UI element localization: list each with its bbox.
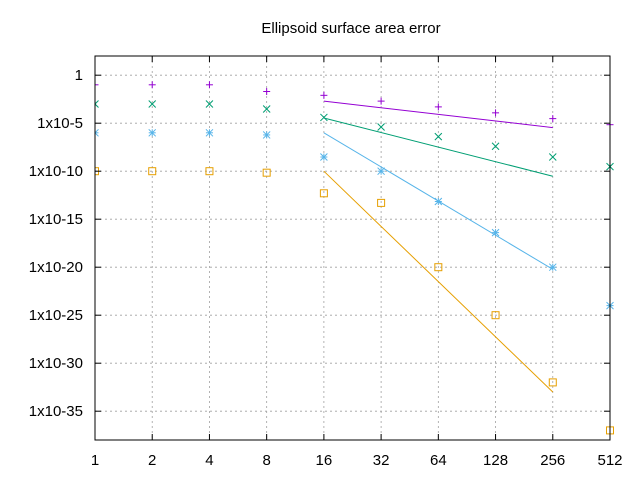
x-tick-label: 256	[540, 452, 565, 469]
data-point-cross	[148, 100, 157, 108]
y-tick-label: 1	[75, 67, 83, 84]
data-point-star	[262, 131, 271, 139]
data-point-plus	[492, 109, 500, 117]
chart-title: Ellipsoid surface area error	[261, 20, 440, 37]
data-point-star	[95, 128, 99, 137]
data-point-star	[548, 263, 557, 272]
fit-line-plus	[323, 100, 553, 129]
x-tick-label: 64	[430, 452, 447, 469]
y-axis-ticks: 1 1x10-5 1x10-10 1x10-15 1x10-20 1x10-25 1x10-…	[29, 67, 610, 420]
y-tick-label: 1x10-20	[29, 259, 83, 276]
grid-layer	[95, 56, 610, 440]
data-point-plus	[148, 81, 156, 89]
data-point-star	[148, 128, 157, 137]
data-point-star	[491, 228, 500, 237]
data-point-star	[205, 128, 214, 137]
x-tick-label: 4	[205, 452, 213, 469]
data-point-cross	[377, 123, 385, 131]
data-point-square	[491, 311, 500, 320]
data-point-square	[434, 263, 443, 272]
fit-line-cross	[323, 117, 553, 177]
x-tick-label: 512	[597, 452, 622, 469]
x-axis-ticks: 1 2 4 8 16 32 64 128 256 512	[91, 56, 623, 469]
data-point-square	[148, 167, 157, 176]
x-tick-label: 16	[316, 452, 333, 469]
data-point-cross	[95, 100, 99, 108]
plot-frame	[94, 55, 611, 441]
y-tick-label: 1x10-15	[29, 211, 83, 228]
y-tick-label: 1x10-25	[29, 307, 83, 324]
y-tick-label: 1x10-5	[37, 115, 83, 132]
fit-lines-layer	[323, 100, 554, 393]
data-point-star	[434, 197, 443, 206]
points-layer	[95, 81, 614, 435]
data-point-star	[377, 167, 385, 176]
data-point-square	[319, 189, 328, 198]
x-tick-label: 32	[373, 452, 390, 469]
data-point-square	[205, 167, 214, 176]
data-point-plus	[320, 91, 328, 99]
data-point-plus	[434, 103, 442, 111]
x-tick-label: 128	[483, 452, 508, 469]
data-point-plus	[205, 81, 213, 89]
data-point-square	[548, 378, 557, 387]
data-point-plus	[263, 88, 271, 96]
data-point-cross	[434, 132, 443, 141]
data-point-square	[262, 168, 271, 177]
y-tick-label: 1x10-35	[29, 403, 83, 420]
data-point-cross	[548, 153, 557, 161]
fit-line-square	[323, 170, 554, 393]
y-tick-label: 1x10-10	[29, 163, 83, 180]
x-tick-label: 1	[91, 452, 99, 469]
data-point-cross	[262, 105, 271, 113]
data-point-plus	[549, 115, 557, 123]
x-tick-label: 8	[262, 452, 270, 469]
data-point-plus	[377, 97, 385, 105]
data-point-cross	[320, 113, 328, 122]
data-point-cross	[205, 100, 214, 108]
x-tick-label: 2	[148, 452, 156, 469]
y-tick-label: 1x10-30	[29, 355, 83, 372]
data-point-square	[377, 198, 386, 207]
data-point-cross	[491, 142, 500, 151]
data-point-plus	[95, 81, 99, 89]
data-point-star	[320, 153, 328, 161]
